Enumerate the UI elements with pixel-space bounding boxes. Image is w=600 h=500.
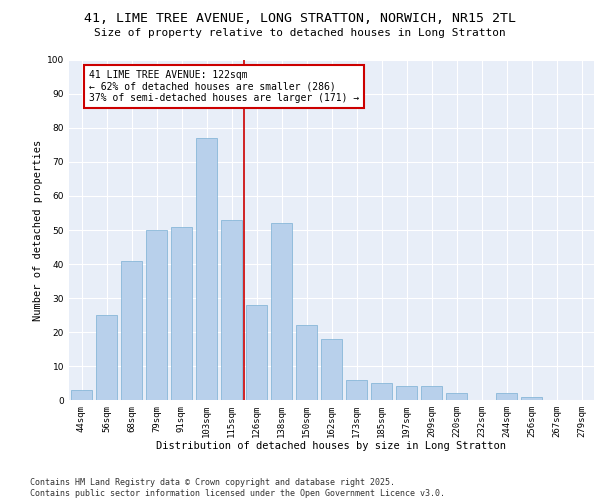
Bar bbox=[221, 220, 242, 400]
Bar bbox=[446, 393, 467, 400]
Text: Size of property relative to detached houses in Long Stratton: Size of property relative to detached ho… bbox=[94, 28, 506, 38]
Text: 41 LIME TREE AVENUE: 122sqm
← 62% of detached houses are smaller (286)
37% of se: 41 LIME TREE AVENUE: 122sqm ← 62% of det… bbox=[89, 70, 359, 103]
Bar bbox=[321, 339, 342, 400]
Text: Contains HM Land Registry data © Crown copyright and database right 2025.
Contai: Contains HM Land Registry data © Crown c… bbox=[30, 478, 445, 498]
Bar bbox=[171, 226, 192, 400]
Bar bbox=[421, 386, 442, 400]
Bar bbox=[396, 386, 417, 400]
Bar bbox=[121, 260, 142, 400]
Bar bbox=[346, 380, 367, 400]
Bar bbox=[371, 383, 392, 400]
Y-axis label: Number of detached properties: Number of detached properties bbox=[33, 140, 43, 320]
Bar bbox=[246, 305, 267, 400]
Bar bbox=[96, 315, 117, 400]
Bar bbox=[296, 325, 317, 400]
Bar bbox=[146, 230, 167, 400]
Bar bbox=[521, 396, 542, 400]
X-axis label: Distribution of detached houses by size in Long Stratton: Distribution of detached houses by size … bbox=[157, 442, 506, 452]
Text: 41, LIME TREE AVENUE, LONG STRATTON, NORWICH, NR15 2TL: 41, LIME TREE AVENUE, LONG STRATTON, NOR… bbox=[84, 12, 516, 26]
Bar bbox=[196, 138, 217, 400]
Bar bbox=[71, 390, 92, 400]
Bar bbox=[271, 223, 292, 400]
Bar bbox=[496, 393, 517, 400]
